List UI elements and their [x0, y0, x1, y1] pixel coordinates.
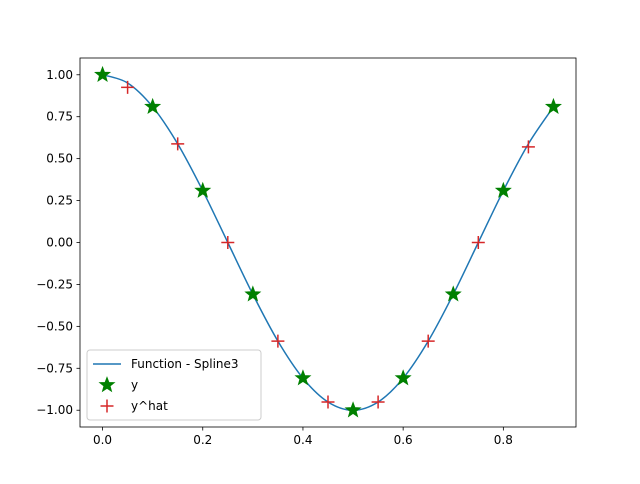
y-tick-label-8: 1.00	[46, 68, 73, 82]
y-point-3	[244, 285, 262, 302]
y-point-6	[394, 369, 412, 386]
yhat-point-1	[171, 137, 185, 151]
yhat-point-7	[471, 236, 485, 249]
y-tick-label-5: 0.25	[46, 194, 73, 208]
legend-plus-handle	[100, 399, 114, 413]
x-tick-label-4: 0.8	[494, 433, 513, 447]
y-tick-label-4: 0.00	[46, 236, 73, 250]
y-tick-label-7: 0.75	[46, 110, 73, 124]
y-point-9	[544, 97, 562, 115]
y-point-4	[294, 369, 312, 386]
y-point-0	[94, 65, 112, 82]
y-point-1	[144, 97, 162, 115]
yhat-point-8	[521, 140, 535, 154]
y-tick-label-1: −0.75	[36, 361, 73, 375]
y-tick-label-0: −1.00	[36, 403, 73, 417]
y-point-5	[344, 401, 362, 418]
series-y	[94, 65, 562, 418]
legend-box	[86, 349, 262, 421]
yhat-point-0	[121, 80, 135, 94]
axes: 0.0 0.2 0.4 0.6 0.8 −1.00 −0.75 −0.50 −0.25 0.00 0…	[36, 68, 513, 447]
legend-label-2: y^hat	[131, 399, 168, 413]
y-tick-label-6: 0.50	[46, 152, 73, 166]
legend-label-0: Function - Spline3	[131, 357, 239, 371]
x-tick-label-1: 0.2	[193, 433, 212, 447]
legend: Function - Spline3 y y^hat	[86, 349, 262, 421]
y-tick-label-3: −0.25	[36, 277, 73, 291]
yhat-point-2	[221, 236, 235, 249]
y-point-2	[194, 181, 212, 198]
legend-label-1: y	[131, 378, 138, 392]
legend-star-handle	[98, 376, 116, 393]
yhat-point-3	[271, 334, 285, 348]
y-point-8	[494, 181, 512, 198]
x-tick-label-3: 0.6	[394, 433, 413, 447]
yhat-point-6	[421, 334, 435, 348]
y-point-7	[444, 285, 462, 302]
y-tick-label-2: −0.50	[36, 319, 73, 333]
plot-marks	[94, 65, 562, 418]
yhat-point-5	[371, 395, 385, 409]
x-tick-label-2: 0.4	[293, 433, 312, 447]
x-tick-label-0: 0.0	[93, 433, 112, 447]
yhat-point-4	[321, 395, 335, 409]
series-yhat	[121, 80, 535, 409]
